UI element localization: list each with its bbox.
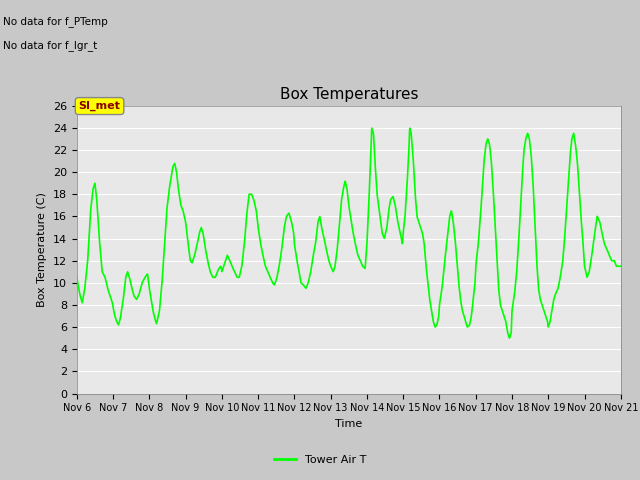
X-axis label: Time: Time <box>335 419 362 429</box>
Text: SI_met: SI_met <box>79 101 120 111</box>
Text: No data for f_lgr_t: No data for f_lgr_t <box>3 40 97 51</box>
Title: Box Temperatures: Box Temperatures <box>280 87 418 102</box>
Legend: Tower Air T: Tower Air T <box>269 451 371 469</box>
Text: No data for f_PTemp: No data for f_PTemp <box>3 16 108 27</box>
Y-axis label: Box Temperature (C): Box Temperature (C) <box>37 192 47 307</box>
